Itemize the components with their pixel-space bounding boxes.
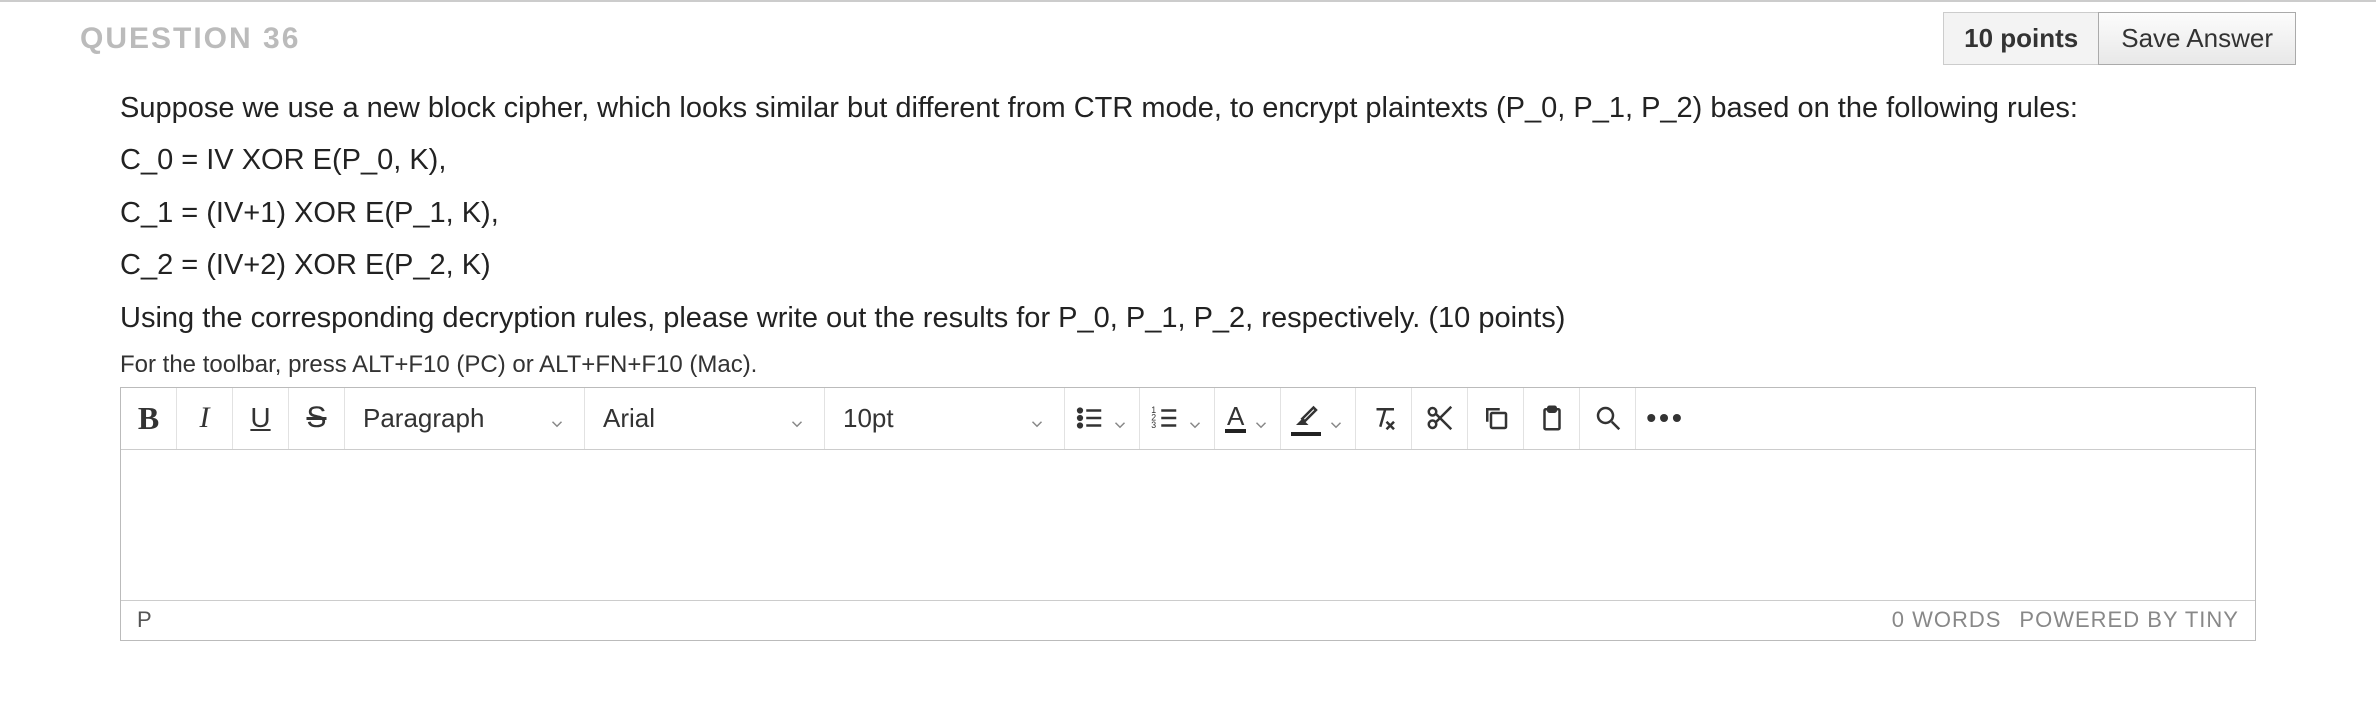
paste-button[interactable] xyxy=(1524,388,1580,449)
bold-button[interactable]: B xyxy=(121,388,177,449)
word-count: 0 WORDS xyxy=(1892,607,2002,633)
editor-statusbar: P 0 WORDS POWERED BY TINY xyxy=(121,600,2255,640)
points-badge: 10 points xyxy=(1943,12,2098,65)
question-line: Suppose we use a new block cipher, which… xyxy=(120,85,2256,131)
more-icon: ••• xyxy=(1646,402,1684,434)
block-format-select[interactable]: Paragraph xyxy=(345,388,585,449)
save-answer-button[interactable]: Save Answer xyxy=(2098,12,2296,65)
copy-button[interactable] xyxy=(1468,388,1524,449)
question-body: Suppose we use a new block cipher, which… xyxy=(0,75,2376,641)
cut-button[interactable] xyxy=(1412,388,1468,449)
toolbar-hint: For the toolbar, press ALT+F10 (PC) or A… xyxy=(120,351,2256,379)
question-text: Suppose we use a new block cipher, which… xyxy=(120,85,2256,341)
find-button[interactable] xyxy=(1580,388,1636,449)
clear-formatting-button[interactable] xyxy=(1356,388,1412,449)
underline-button[interactable]: U xyxy=(233,388,289,449)
question-number-label: QUESTION 36 xyxy=(80,22,1943,56)
strikethrough-button[interactable]: S xyxy=(289,388,345,449)
scissors-icon xyxy=(1425,403,1455,433)
font-size-select[interactable]: 10pt xyxy=(825,388,1065,449)
powered-by-label: POWERED BY TINY xyxy=(2019,607,2239,633)
question-header: QUESTION 36 10 points Save Answer xyxy=(0,2,2376,75)
chevron-down-icon xyxy=(1252,409,1270,427)
chevron-down-icon xyxy=(1327,409,1345,427)
more-button[interactable]: ••• xyxy=(1636,388,1694,449)
chevron-down-icon xyxy=(788,409,806,427)
question-container: QUESTION 36 10 points Save Answer Suppos… xyxy=(0,0,2376,641)
question-line: Using the corresponding decryption rules… xyxy=(120,295,2256,341)
text-color-button[interactable]: A xyxy=(1215,388,1281,449)
element-path[interactable]: P xyxy=(137,607,1892,633)
bullet-list-icon xyxy=(1075,403,1105,433)
italic-icon: I xyxy=(200,401,210,435)
bold-icon: B xyxy=(138,400,159,437)
italic-button[interactable]: I xyxy=(177,388,233,449)
highlight-icon xyxy=(1291,400,1321,436)
font-family-value: Arial xyxy=(603,403,655,434)
question-line: C_1 = (IV+1) XOR E(P_1, K), xyxy=(120,190,2256,236)
search-icon xyxy=(1593,403,1623,433)
text-color-icon: A xyxy=(1225,403,1246,433)
rich-text-editor: B I U S Paragraph Arial xyxy=(120,387,2256,641)
strikethrough-icon: S xyxy=(306,401,326,435)
copy-icon xyxy=(1481,403,1511,433)
numbered-list-button[interactable]: 123 xyxy=(1140,388,1215,449)
chevron-down-icon xyxy=(1186,409,1204,427)
question-line: C_2 = (IV+2) XOR E(P_2, K) xyxy=(120,242,2256,288)
clear-formatting-icon xyxy=(1369,403,1399,433)
highlight-color-button[interactable] xyxy=(1281,388,1356,449)
paste-icon xyxy=(1537,403,1567,433)
underline-icon: U xyxy=(250,402,270,434)
numbered-list-icon: 123 xyxy=(1150,403,1180,433)
chevron-down-icon xyxy=(548,409,566,427)
editor-textarea[interactable] xyxy=(121,450,2255,600)
font-size-value: 10pt xyxy=(843,403,894,434)
font-family-select[interactable]: Arial xyxy=(585,388,825,449)
chevron-down-icon xyxy=(1111,409,1129,427)
svg-text:3: 3 xyxy=(1151,420,1156,430)
question-line: C_0 = IV XOR E(P_0, K), xyxy=(120,137,2256,183)
block-format-value: Paragraph xyxy=(363,403,484,434)
chevron-down-icon xyxy=(1028,409,1046,427)
editor-toolbar: B I U S Paragraph Arial xyxy=(121,388,2255,450)
bullet-list-button[interactable] xyxy=(1065,388,1140,449)
